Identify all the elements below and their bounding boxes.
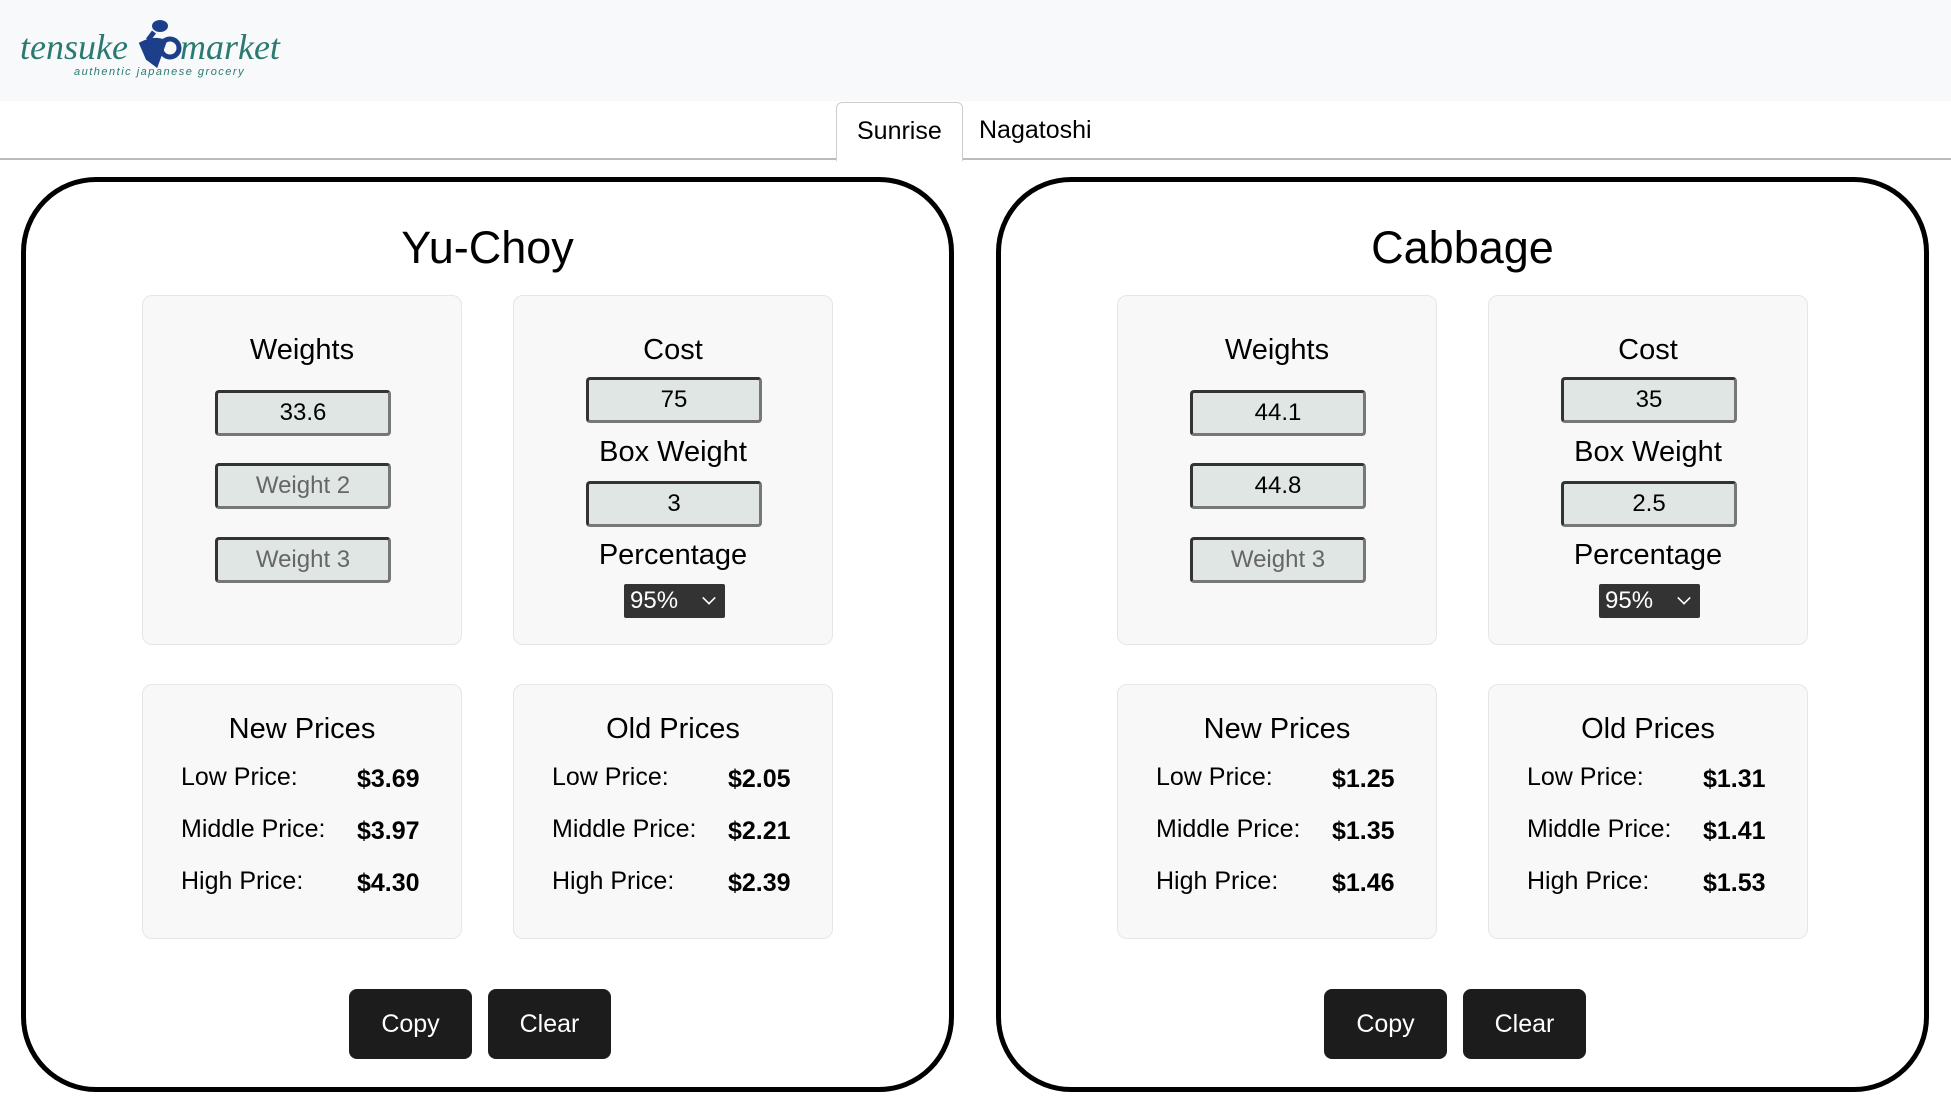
old-middle-price: $1.41 — [1703, 817, 1766, 845]
cost-value: 75 — [660, 386, 688, 413]
weight-2-placeholder: Weight 2 — [255, 472, 351, 499]
chevron-down-icon — [1677, 591, 1691, 605]
tab-sunrise[interactable]: Sunrise — [836, 102, 963, 162]
copy-button[interactable]: Copy — [349, 989, 472, 1059]
weight-3-placeholder: Weight 3 — [1230, 546, 1326, 573]
percentage-select[interactable]: 95% — [1599, 584, 1700, 618]
product-title: Cabbage — [1371, 222, 1554, 273]
box-weight-input[interactable]: 2.5 — [1561, 481, 1737, 527]
middle-price-label: Middle Price: — [181, 815, 326, 843]
new-prices-label: New Prices — [228, 713, 376, 745]
weight-3-input[interactable]: Weight 3 — [1190, 537, 1366, 583]
low-price-label: Low Price: — [1156, 763, 1273, 791]
low-price-label: Low Price: — [552, 763, 669, 791]
weight-1-value: 33.6 — [279, 399, 327, 426]
product-title: Yu-Choy — [401, 222, 574, 273]
low-price-label: Low Price: — [181, 763, 298, 791]
weight-2-input[interactable]: Weight 2 — [215, 463, 391, 509]
weight-3-input[interactable]: Weight 3 — [215, 537, 391, 583]
new-middle-price: $3.97 — [357, 817, 420, 845]
middle-price-label: Middle Price: — [552, 815, 697, 843]
new-low-price: $1.25 — [1332, 765, 1395, 793]
box-weight-value: 2.5 — [1632, 490, 1666, 517]
cost-input[interactable]: 75 — [586, 377, 762, 423]
high-price-label: High Price: — [1156, 867, 1279, 895]
box-weight-value: 3 — [667, 490, 681, 517]
box-weight-label: Box Weight — [1574, 436, 1722, 468]
weight-2-value: 44.8 — [1254, 472, 1302, 499]
new-prices-card: New Prices Low Price: $1.25 Middle Price:… — [1117, 684, 1437, 939]
old-prices-label: Old Prices — [1581, 713, 1715, 745]
weight-1-value: 44.1 — [1254, 399, 1302, 426]
weights-label: Weights — [249, 334, 355, 366]
new-prices-label: New Prices — [1203, 713, 1351, 745]
percentage-label: Percentage — [1573, 539, 1723, 571]
chevron-down-icon — [702, 591, 716, 605]
header: tensuke market authentic japanese grocery — [0, 0, 1951, 101]
box-weight-label: Box Weight — [599, 436, 747, 468]
clear-button[interactable]: Clear — [488, 989, 611, 1059]
new-middle-price: $1.35 — [1332, 817, 1395, 845]
product-panel: Cabbage Weights 44.1Weight 1 44.8Weight … — [996, 177, 1929, 1092]
percentage-label: Percentage — [598, 539, 748, 571]
tab-bar: Sunrise Nagatoshi — [0, 102, 1951, 162]
old-prices-card: Old Prices Low Price: $2.05 Middle Price:… — [513, 684, 833, 939]
cost-card: Cost 75 Box Weight 3 Percentage 95% — [513, 295, 833, 645]
high-price-label: High Price: — [1527, 867, 1650, 895]
old-low-price: $1.31 — [1703, 765, 1766, 793]
weight-1-input[interactable]: 44.1Weight 1 — [1190, 390, 1366, 436]
logo-text: market — [179, 27, 280, 67]
new-high-price: $1.46 — [1332, 869, 1395, 897]
percentage-value: 95% — [1605, 587, 1654, 614]
cost-value: 35 — [1635, 386, 1663, 413]
cost-input[interactable]: 35 — [1561, 377, 1737, 423]
new-high-price: $4.30 — [357, 869, 420, 897]
old-high-price: $2.39 — [728, 869, 791, 897]
weight-3-placeholder: Weight 3 — [255, 546, 351, 573]
percentage-value: 95% — [630, 587, 679, 614]
new-low-price: $3.69 — [357, 765, 420, 793]
middle-price-label: Middle Price: — [1527, 815, 1672, 843]
clear-button[interactable]: Clear — [1463, 989, 1586, 1059]
cost-label: Cost — [643, 334, 703, 366]
tab-nagatoshi[interactable]: Nagatoshi — [979, 116, 1092, 144]
new-prices-card: New Prices Low Price: $3.69 Middle Price:… — [142, 684, 462, 939]
percentage-select[interactable]: 95% — [624, 584, 725, 618]
old-low-price: $2.05 — [728, 765, 791, 793]
high-price-label: High Price: — [181, 867, 304, 895]
logo-mark-icon — [138, 20, 182, 68]
old-middle-price: $2.21 — [728, 817, 791, 845]
middle-price-label: Middle Price: — [1156, 815, 1301, 843]
copy-button[interactable]: Copy — [1324, 989, 1447, 1059]
high-price-label: High Price: — [552, 867, 675, 895]
cost-label: Cost — [1618, 334, 1678, 366]
box-weight-input[interactable]: 3 — [586, 481, 762, 527]
old-prices-card: Old Prices Low Price: $1.31 Middle Price:… — [1488, 684, 1808, 939]
cost-card: Cost 35 Box Weight 2.5 Percentage 95% — [1488, 295, 1808, 645]
old-prices-label: Old Prices — [606, 713, 740, 745]
logo-tagline: authentic japanese grocery — [74, 66, 246, 78]
low-price-label: Low Price: — [1527, 763, 1644, 791]
logo-text: tensuke — [20, 27, 128, 67]
weights-label: Weights — [1224, 334, 1330, 366]
old-high-price: $1.53 — [1703, 869, 1766, 897]
logo[interactable]: tensuke market authentic japanese grocery — [20, 18, 300, 84]
